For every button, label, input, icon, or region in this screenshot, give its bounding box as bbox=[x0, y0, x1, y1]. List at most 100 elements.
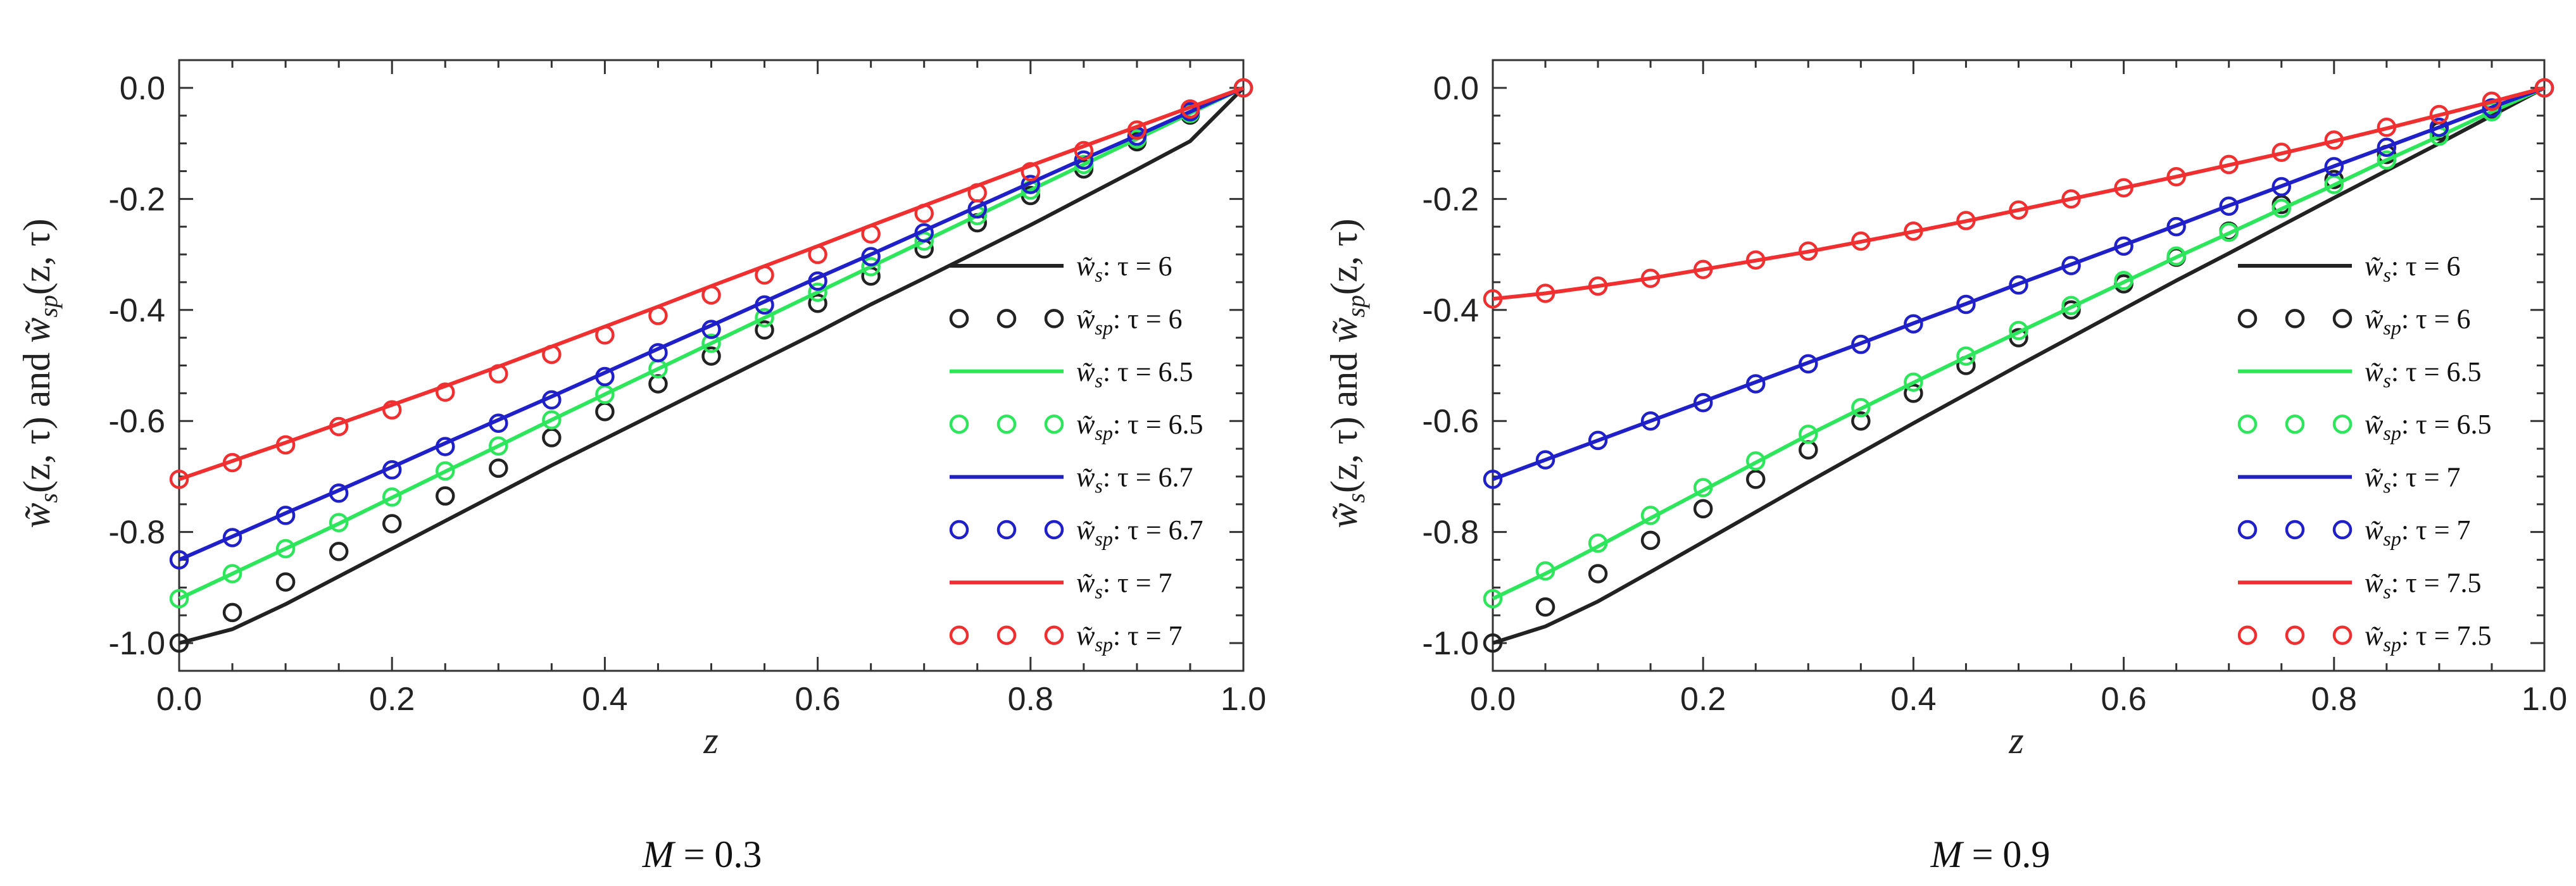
right-series-wsp-tau-7-5-point bbox=[1904, 221, 1923, 241]
right-legend-swatch-wsp-6 bbox=[2332, 309, 2353, 328]
left-legend-swatch-wsp-6-7 bbox=[996, 520, 1017, 540]
right-series-wsp-tau-7-5-point bbox=[1535, 284, 1555, 303]
right-legend-tau: : τ = 6.5 bbox=[2391, 356, 2482, 387]
left-series-wsp-tau-7-point bbox=[755, 265, 774, 285]
left-series-wsp-tau-6-point bbox=[489, 458, 508, 478]
left-legend-label: w̃s: τ = 6.7 bbox=[1076, 462, 1193, 497]
right-y-tick-label: -0.8 bbox=[1422, 515, 1479, 551]
right-series-wsp-tau-7-point bbox=[1693, 393, 1713, 413]
left-series-ws-tau-6-7-line bbox=[178, 86, 1245, 562]
left-series-wsp-tau-7-point bbox=[169, 470, 189, 489]
right-series-wsp-tau-6-point bbox=[1851, 411, 1871, 431]
right-series-wsp-tau-6-5-point bbox=[2009, 320, 2028, 340]
left-series-wsp-tau-6-point bbox=[648, 374, 668, 394]
right-legend-sub: s bbox=[2383, 369, 2391, 392]
right-series-wsp-tau-6-5-point bbox=[2114, 271, 2133, 290]
left-legend-w: w̃ bbox=[1076, 620, 1095, 651]
right-series-wsp-tau-7-point bbox=[2482, 98, 2502, 118]
right-legend-sub: s bbox=[2383, 580, 2391, 602]
left-legend-swatch-wsp-6-5 bbox=[949, 414, 969, 434]
right-series-wsp-tau-6-point bbox=[1799, 440, 1818, 460]
right-x-tick-label: 1.0 bbox=[2522, 681, 2567, 718]
left-y-tick-label: 0.0 bbox=[120, 70, 165, 107]
caption-right-value: = 0.9 bbox=[1962, 833, 2051, 875]
right-series-wsp-tau-7-5-point bbox=[2534, 78, 2554, 98]
left-series-wsp-tau-6-5-point bbox=[222, 564, 242, 583]
left-legend-swatch-wsp-7 bbox=[1044, 625, 1064, 646]
left-series-wsp-tau-7-point bbox=[382, 400, 402, 420]
right-series-wsp-tau-6-5-point bbox=[1535, 561, 1555, 581]
left-ylabel-wsp-args: (z, τ) bbox=[16, 218, 58, 295]
right-series-wsp-tau-7-point bbox=[1904, 314, 1923, 334]
right-legend-swatch-wsp-6-5 bbox=[2237, 414, 2258, 434]
right-ylabel-ws-sub: s bbox=[1341, 493, 1370, 503]
left-series-wsp-tau-6-5-point bbox=[542, 410, 562, 430]
left-series-wsp-tau-7-point bbox=[914, 203, 934, 223]
left-series-wsp-tau-7-point bbox=[436, 382, 455, 402]
right-legend-label: w̃s: τ = 6.5 bbox=[2365, 356, 2482, 392]
left-series-ws-tau-6-line bbox=[179, 86, 1245, 646]
right-y-tick-label: -0.4 bbox=[1422, 292, 1479, 329]
right-legend-swatch-wsp-6-5 bbox=[2285, 414, 2305, 434]
chart-left-m-0-3: 0.0 0.2 0.4 0.6 0.8 1.0 0.0 -0.2 -0.4 -0.6 -0.8 -1.… bbox=[16, 59, 1266, 761]
right-series-wsp-tau-7-point bbox=[1483, 470, 1503, 489]
left-legend-tau: : τ = 6.5 bbox=[1113, 409, 1203, 440]
right-ylabel-ws-args: (z, τ) bbox=[1323, 416, 1365, 493]
right-series-wsp-tau-7-5-point bbox=[2061, 189, 2081, 209]
right-legend-w: w̃ bbox=[2365, 567, 2384, 598]
right-legend-tau: : τ = 6.5 bbox=[2401, 409, 2492, 440]
left-series-wsp-tau-6-point bbox=[169, 633, 189, 653]
right-series-wsp-tau-6-5-point bbox=[2271, 198, 2291, 218]
right-series-wsp-tau-7-point bbox=[1588, 430, 1608, 451]
left-legend-sub: s bbox=[1095, 369, 1102, 392]
right-legend-label: w̃sp: τ = 7.5 bbox=[2365, 620, 2492, 656]
left-y-tick-label: -0.6 bbox=[108, 403, 165, 440]
left-series-wsp-tau-6-7-point bbox=[1074, 150, 1094, 170]
left-legend-label: w̃s: τ = 7 bbox=[1076, 567, 1172, 602]
left-series-wsp-tau-6-7-point bbox=[222, 528, 242, 547]
right-legend-label: w̃s: τ = 6 bbox=[2365, 251, 2461, 286]
left-series-wsp-tau-7-point bbox=[329, 416, 349, 437]
left-y-tick-label: -0.4 bbox=[108, 292, 165, 329]
left-series-wsp-tau-6-5-point bbox=[755, 308, 774, 328]
right-legend-w: w̃ bbox=[2365, 409, 2384, 440]
left-legend-swatch-wsp-6 bbox=[949, 309, 969, 328]
right-series-wsp-tau-7-point bbox=[2061, 256, 2081, 275]
right-x-tick-label: 0.6 bbox=[2101, 681, 2146, 718]
right-series-wsp-tau-7-point bbox=[2166, 216, 2186, 237]
right-series-wsp-tau-7-point bbox=[1640, 411, 1661, 431]
right-series-ws-tau-6-line bbox=[1492, 86, 2546, 645]
right-series-wsp-tau-6-point bbox=[1640, 530, 1661, 551]
left-legend-w: w̃ bbox=[1076, 303, 1095, 334]
right-series-wsp-tau-6-5-point bbox=[1693, 478, 1713, 497]
right-series-wsp-tau-7-point bbox=[1746, 374, 1766, 394]
right-legend-tau: : τ = 6 bbox=[2391, 251, 2461, 282]
caption-left: M = 0.3 bbox=[643, 833, 762, 877]
left-legend-w: w̃ bbox=[1076, 251, 1095, 282]
right-series-wsp-tau-7-point bbox=[1851, 334, 1871, 354]
right-legend-tau: : τ = 7.5 bbox=[2391, 567, 2482, 598]
right-series-wsp-tau-6-point bbox=[1693, 499, 1713, 519]
right-y-tick-label: 0.0 bbox=[1433, 70, 1479, 107]
right-legend-sub: sp bbox=[2383, 316, 2401, 339]
left-series-wsp-tau-6-point bbox=[808, 293, 827, 313]
right-series-wsp-tau-6-point bbox=[1588, 564, 1608, 583]
right-series-wsp-tau-7-5-point bbox=[2009, 200, 2028, 220]
left-legend-sub: s bbox=[1095, 580, 1102, 602]
left-ylabel-and: and bbox=[16, 343, 58, 417]
right-series-wsp-tau-6-point bbox=[1483, 633, 1503, 653]
right-legend-w: w̃ bbox=[2365, 620, 2384, 651]
left-x-tick-label: 0.8 bbox=[1008, 681, 1053, 718]
caption-right-symbol: M bbox=[1930, 833, 1963, 875]
right-ylabel-ws: w̃ bbox=[1323, 503, 1365, 528]
right-x-tick-label: 0.0 bbox=[1470, 681, 1516, 718]
left-series-wsp-tau-6-7-point bbox=[595, 366, 615, 387]
left-legend-w: w̃ bbox=[1076, 567, 1095, 598]
right-series-wsp-tau-6-5-point bbox=[2219, 222, 2239, 242]
left-legend-sub: sp bbox=[1095, 316, 1112, 339]
left-legend-label: w̃sp: τ = 7 bbox=[1076, 620, 1183, 656]
left-legend-swatch-wsp-7 bbox=[949, 625, 969, 646]
left-legend-tau: : τ = 6.5 bbox=[1103, 356, 1193, 387]
right-x-axis-label: z bbox=[2008, 720, 2023, 761]
left-legend-sub: sp bbox=[1095, 421, 1112, 444]
